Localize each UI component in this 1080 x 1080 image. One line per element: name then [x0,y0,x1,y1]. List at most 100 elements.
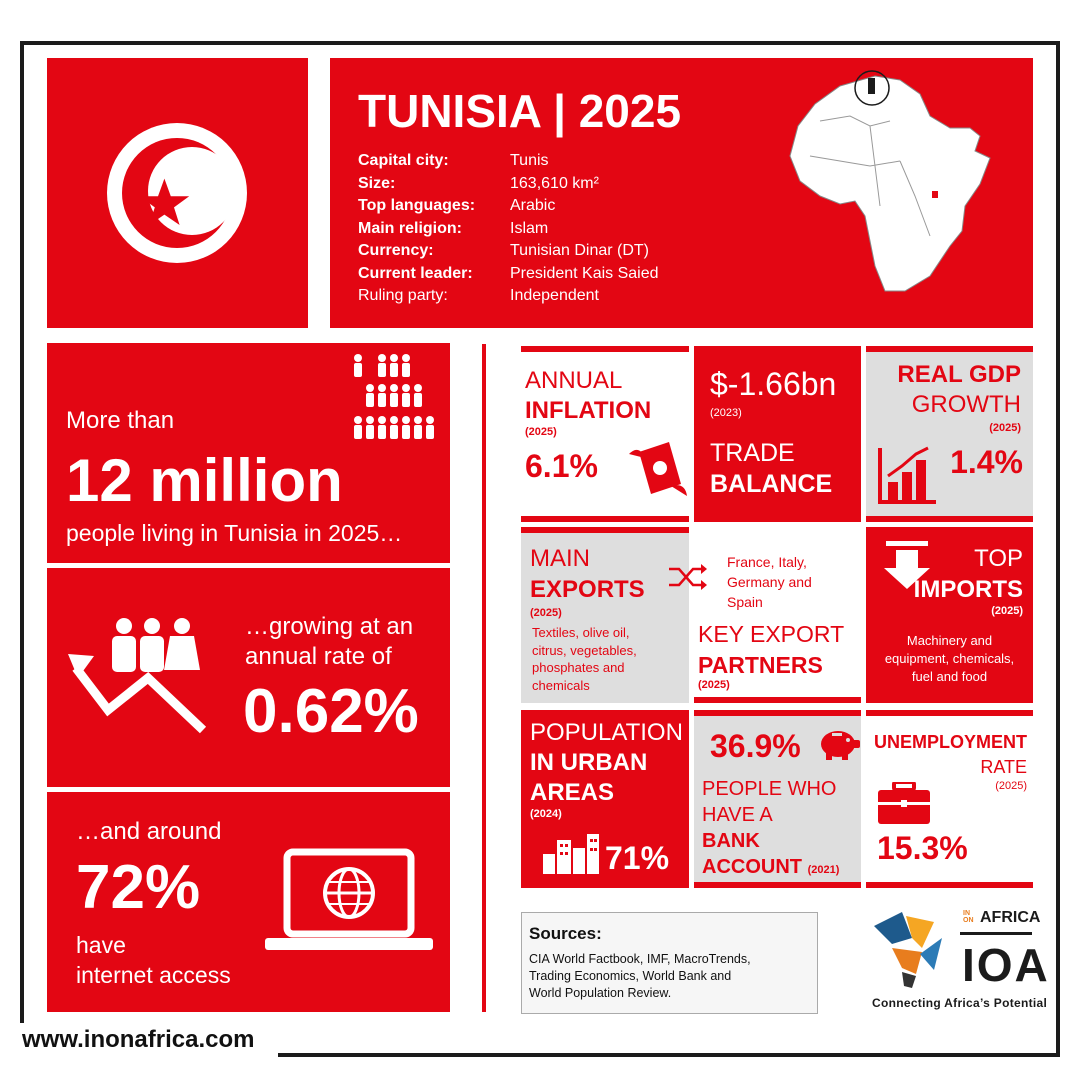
population-panel [47,343,450,563]
flying-money-icon [629,442,687,496]
africa-map-icon [789,70,991,292]
imports-tile: TOP IMPORTS (2025) Machinery and equipme… [866,527,1033,703]
fact-row: Top languages: Arabic [358,195,659,218]
growth-value: 0.62% [243,677,419,746]
urban-line: POPULATION [530,719,683,746]
tunisia-flag-emblem [107,123,247,263]
imports-line: TOP [974,545,1023,572]
tile-top-bar [866,710,1033,716]
sources-line: CIA World Factbook, IMF, MacroTrends, [529,952,751,966]
imports-heading: TOP IMPORTS [914,543,1023,605]
piggy-bank-icon [821,731,860,760]
fact-label: Main religion: [358,219,462,237]
growth-intro: …growing at an annual rate of [245,612,413,672]
unemployment-line: UNEMPLOYMENT [874,732,1027,752]
bank-year: (2021) [807,864,840,876]
unemployment-line: RATE [980,757,1027,777]
fact-value: Islam [510,219,549,237]
trade-tile: $-1.66bn (2023) TRADE BALANCE [694,346,861,522]
growth-intro-line: annual rate of [245,643,392,670]
internet-value: 72% [76,853,201,922]
africa-logo-mark-icon [874,912,942,988]
sources-list: CIA World Factbook, IMF, MacroTrends, Tr… [529,951,751,1002]
tile-bottom-bar [694,882,861,888]
inflation-line: INFLATION [525,397,652,424]
logo-tagline: Connecting Africa’s Potential [872,996,1048,1010]
tile-bottom-bar [866,882,1033,888]
fact-row: Size: 163,610 km² [358,173,659,196]
bank-line: ACCOUNT [702,856,802,878]
imports-line: IMPORTS [913,576,1023,603]
frame-right-border [1056,41,1060,1057]
exports-item: phosphates and [532,660,625,675]
logo-in-on: IN ON [963,910,974,924]
bank-value: 36.9% [710,728,801,764]
exports-item: chemicals [532,677,590,693]
frame-bottom-border [278,1053,1060,1057]
logo-mark: IOA [962,939,1050,991]
trade-year: (2023) [710,407,742,419]
sources-line: Trading Economics, World Bank and [529,969,732,983]
imports-item: Machinery and [906,633,993,648]
tile-top-bar [866,346,1033,352]
inflation-heading: ANNUAL INFLATION [525,366,651,426]
imports-item: equipment, chemicals, [884,651,1015,666]
page-title: TUNISIA | 2025 [358,85,682,137]
fact-value: President Kais Saied [510,264,659,282]
imports-item: fuel and food [911,669,988,684]
internet-panel [47,792,450,1012]
population-value: 12 million [66,447,343,514]
population-caption: people living in Tunisia in 2025… [66,520,403,546]
partners-heading: KEY EXPORT PARTNERS [698,619,844,681]
logo-divider [960,932,1032,935]
partners-country: France, Italy, [727,554,807,570]
tile-top-bar [521,346,689,352]
inflation-tile: ANNUAL INFLATION (2025) 6.1% [521,346,689,522]
growth-trend-icon [68,618,207,734]
partners-year: (2025) [698,679,730,691]
internet-caption: have internet access [76,930,231,990]
fact-label: Size: [358,174,396,192]
partners-line: KEY EXPORT [698,621,845,647]
fact-label: Ruling party: [358,287,448,304]
imports-year: (2025) [991,605,1023,617]
partners-country: Spain [727,594,763,610]
exports-line: EXPORTS [530,576,645,603]
tile-bottom-bar [694,697,861,703]
urban-heading: POPULATION IN URBAN AREAS [530,718,683,808]
exports-tile: MAIN EXPORTS (2025) Textiles, olive oil,… [521,527,689,703]
partners-tile: France, Italy, Germany and Spain KEY EXP… [669,527,861,703]
fact-row: Capital city: Tunis [358,150,659,173]
frame-left-border [20,41,24,1023]
unemployment-tile: UNEMPLOYMENT RATE (2025) 15.3% [866,710,1033,888]
inflation-year: (2025) [525,426,557,438]
trade-line: TRADE [710,439,795,467]
fact-row: Main religion: Islam [358,218,659,241]
exports-heading: MAIN EXPORTS [530,543,645,605]
bank-line: HAVE A [702,804,773,826]
unemployment-heading: UNEMPLOYMENT RATE [874,730,1027,780]
logo-africa: AFRICA [980,909,1041,926]
bar-chart-growth-icon [878,446,936,504]
frame-top-border [20,41,1060,45]
fact-row: Currency: Tunisian Dinar (DT) [358,240,659,263]
urban-line: IN URBAN [530,749,648,776]
gdp-line: GROWTH [911,391,1021,418]
tile-top-bar [521,527,689,533]
urban-line: AREAS [530,779,615,806]
fact-row: Ruling party: Independent [358,285,659,308]
website-url[interactable]: www.inonafrica.com [22,1026,255,1053]
bank-line: BANK [702,830,760,852]
shuffle-arrows-icon [669,564,707,590]
tile-top-bar [694,710,861,716]
bank-heading: PEOPLE WHO HAVE A BANK ACCOUNT (2021) [702,776,839,883]
growth-intro-line: …growing at an [245,613,414,640]
gdp-tile: REAL GDP GROWTH (2025) 1.4% [866,346,1033,522]
unemployment-value: 15.3% [877,830,968,866]
urban-tile: POPULATION IN URBAN AREAS (2024) 71% [521,710,689,888]
sources-box: Sources: CIA World Factbook, IMF, MacroT… [521,912,818,1014]
gdp-value: 1.4% [950,444,1023,480]
exports-year: (2025) [530,607,562,619]
urban-year: (2024) [530,808,562,820]
internet-caption-line: have [76,932,126,958]
